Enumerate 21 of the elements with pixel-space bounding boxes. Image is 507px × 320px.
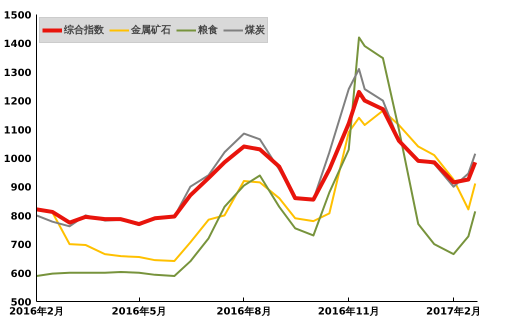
x-tick-label: 2016年8月 xyxy=(216,306,272,318)
y-tick-label: 700 xyxy=(10,240,32,252)
y-tick-label: 600 xyxy=(10,268,32,280)
legend-label: 粮食 xyxy=(198,24,218,37)
legend-label: 金属矿石 xyxy=(131,23,171,37)
y-tick-label: 1000 xyxy=(4,154,32,165)
legend-label: 煤炭 xyxy=(245,24,265,37)
x-tick-label: 2016年11月 xyxy=(318,306,380,318)
y-tick-label: 1300 xyxy=(4,68,32,79)
legend-label: 综合指数 xyxy=(64,24,104,37)
x-tick-label: 2016年2月 xyxy=(9,306,64,318)
x-tick-label: 2017年2月 xyxy=(426,306,481,318)
x-tick-label: 2016年5月 xyxy=(112,306,166,318)
y-tick-label: 1100 xyxy=(4,125,32,136)
line-series xyxy=(36,36,476,277)
y-tick-label: 1400 xyxy=(4,39,32,50)
y-tick-label: 1500 xyxy=(4,10,32,22)
y-tick-label: 800 xyxy=(10,211,32,222)
y-tick-label: 1200 xyxy=(4,96,32,108)
y-tick-label: 500 xyxy=(10,298,32,308)
y-tick-label: 900 xyxy=(10,182,32,194)
